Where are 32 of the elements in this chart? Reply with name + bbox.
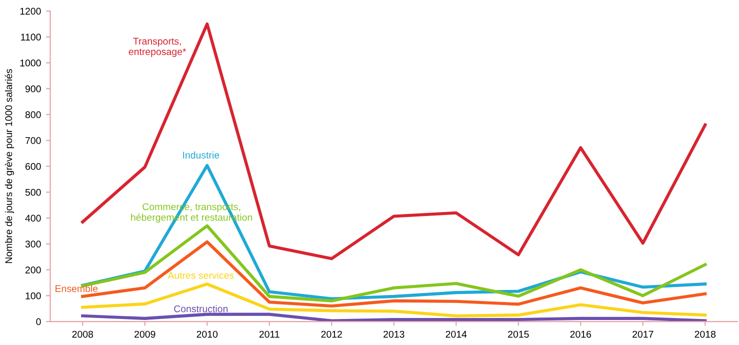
x-tick-label: 2014: [446, 330, 467, 338]
y-tick-label: 100: [26, 292, 41, 300]
series-label: Autres services: [168, 272, 234, 279]
y-tick-label: 300: [25, 240, 41, 248]
x-tick-label: 2016: [570, 330, 592, 338]
y-tick-label: 0: [36, 318, 41, 326]
x-tick-label: 2013: [384, 330, 404, 338]
x-tick-label: 2012: [321, 330, 342, 338]
x-tick-label: 2015: [508, 330, 529, 338]
y-axis-title: Nombre de jours de grève pour 1000 salariés: [4, 69, 14, 264]
x-tick-label: 2010: [196, 330, 218, 338]
y-tick-label: 1200: [20, 8, 41, 15]
series-label: Transports, entreposage*: [128, 38, 186, 58]
y-tick-label: 200: [25, 266, 41, 274]
y-tick-label: 600: [26, 163, 41, 170]
line-series: [81, 22, 707, 260]
y-tick-label: 1000: [20, 60, 41, 66]
series-label: Industrie: [183, 151, 220, 159]
y-tick-label: 400: [25, 214, 41, 222]
x-tick-label: 2018: [694, 330, 716, 338]
line-series: [81, 312, 707, 322]
series-label: Ensemble: [56, 284, 98, 292]
x-tick-label: 2008: [72, 330, 94, 338]
x-tick-label: 2011: [259, 330, 280, 338]
x-tick-label: 2017: [632, 330, 654, 338]
y-tick-label: 1100: [21, 34, 41, 41]
y-tick-label: 800: [25, 111, 41, 118]
y-tick-label: 900: [25, 85, 41, 92]
x-tick-label: 2009: [134, 330, 156, 338]
series-label: Construction: [174, 305, 228, 312]
y-tick-label: 700: [26, 137, 41, 144]
y-tick-label: 500: [25, 188, 41, 196]
